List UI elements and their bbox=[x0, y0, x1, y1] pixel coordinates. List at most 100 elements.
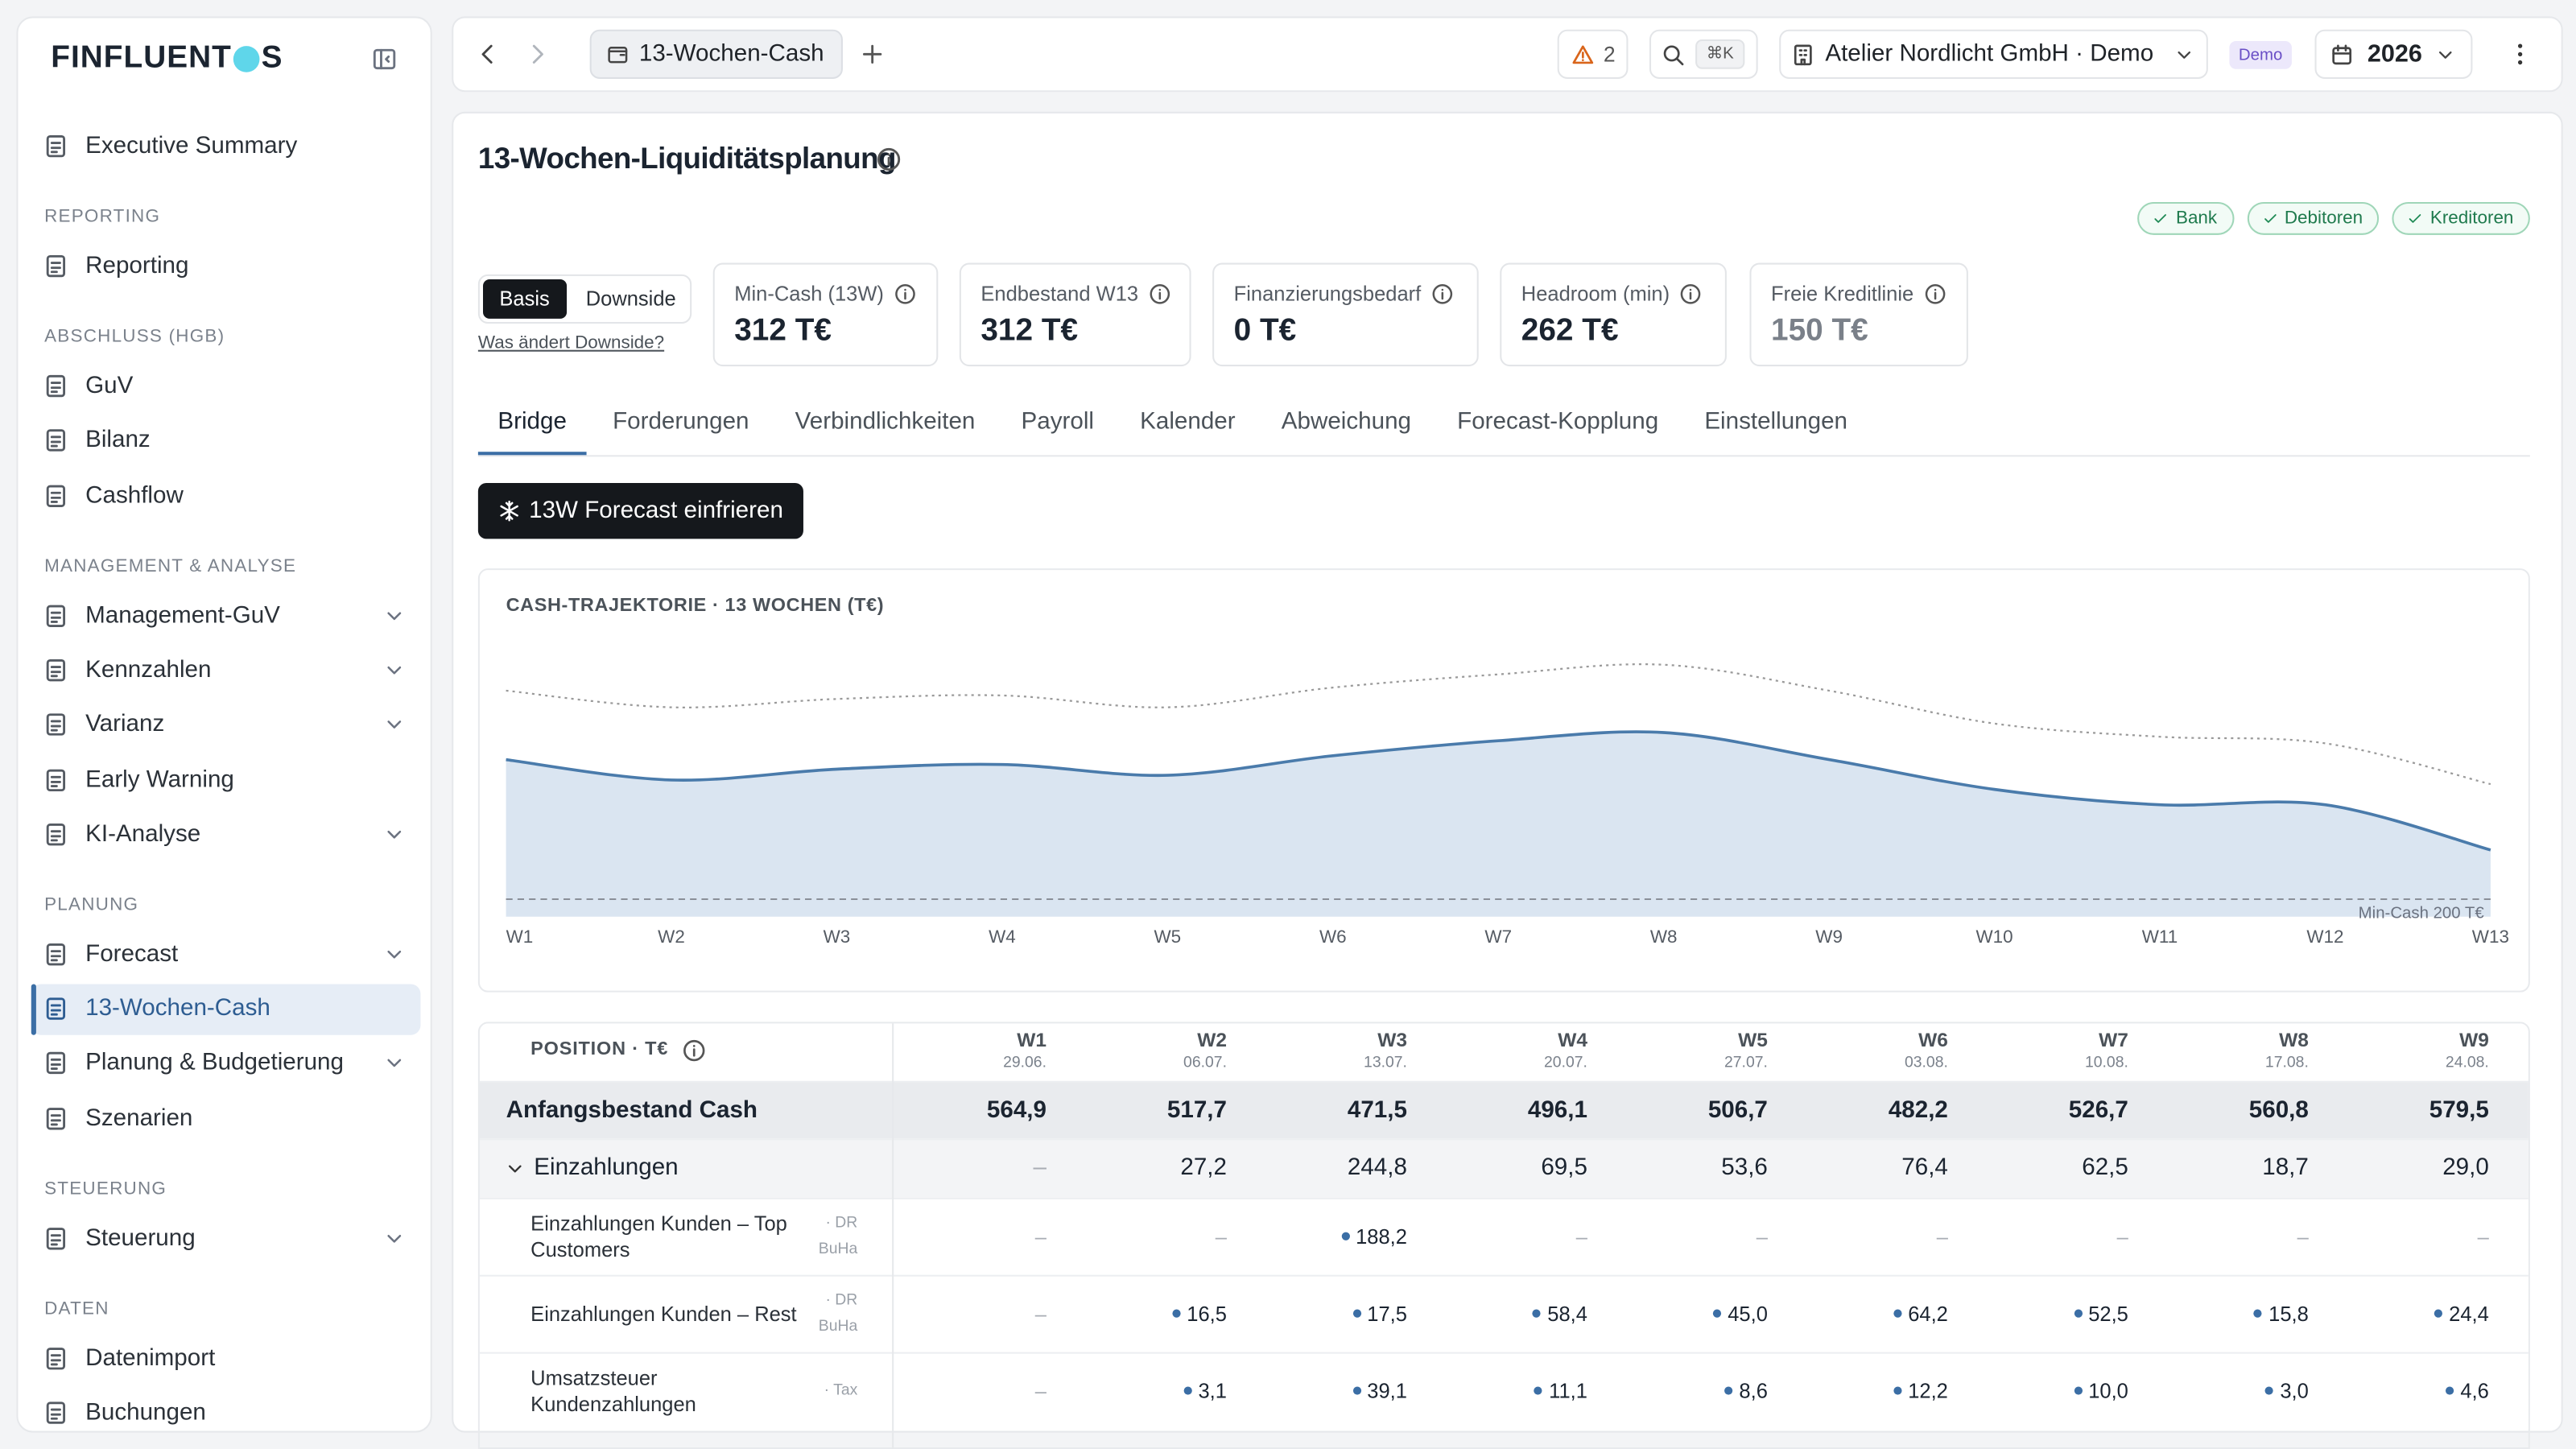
nav-item[interactable]: Cashflow bbox=[85, 482, 184, 509]
tabs-rule bbox=[477, 455, 2530, 457]
plot: Min-Cash 200 T€ W1 W2 W3 W4 W5 W6 W7 W8 W9 W10 W11 W… bbox=[506, 663, 2509, 947]
table-cell: – bbox=[1216, 1224, 1227, 1248]
row-source: · Tax bbox=[824, 1381, 858, 1399]
nav-item[interactable]: Executive Summary bbox=[85, 133, 298, 159]
table-cell: 64,2 bbox=[1893, 1302, 1948, 1325]
x-tick-label: W6 bbox=[1319, 927, 1347, 947]
nav-item[interactable]: Buchungen bbox=[85, 1399, 206, 1426]
tab-chip[interactable] bbox=[589, 29, 843, 79]
cell-value: 3,0 bbox=[2280, 1379, 2309, 1402]
cell-value: 496,1 bbox=[1527, 1096, 1587, 1123]
nav-item[interactable]: Early Warning bbox=[85, 766, 234, 793]
icon-part bbox=[877, 147, 901, 171]
company-name[interactable]: Atelier Nordlicht GmbH · Demo bbox=[1825, 41, 2154, 68]
icon-part bbox=[50, 774, 61, 786]
value-dot bbox=[1352, 1309, 1361, 1318]
icon-part bbox=[50, 1113, 61, 1125]
forward-button bbox=[532, 44, 543, 64]
nav-item[interactable]: Szenarien bbox=[85, 1104, 193, 1132]
tab[interactable]: Forderungen bbox=[613, 409, 749, 436]
cell-value: 27,2 bbox=[1180, 1154, 1227, 1182]
scenario-option[interactable]: Downside bbox=[585, 287, 676, 311]
cell-value: – bbox=[2297, 1224, 2309, 1248]
nav-section-title: STEUERUNG bbox=[44, 1179, 167, 1199]
nav-icon bbox=[46, 1402, 66, 1424]
nav-item[interactable]: Bilanz bbox=[85, 427, 151, 454]
scenario-toggle bbox=[477, 274, 692, 324]
kpi-label-row: Finanzierungsbedarf bbox=[1234, 283, 1454, 306]
nav-chevron bbox=[387, 1234, 402, 1242]
freeze-label[interactable]: 13W Forecast einfrieren bbox=[529, 497, 783, 525]
tab[interactable]: Einstellungen bbox=[1704, 409, 1848, 436]
cell-value: 471,5 bbox=[1347, 1096, 1407, 1123]
tab-label[interactable]: 13-Wochen-Cash bbox=[638, 41, 824, 68]
kpi-info bbox=[895, 283, 915, 304]
scenario-link[interactable]: Was ändert Downside? bbox=[477, 333, 665, 353]
area bbox=[506, 732, 2491, 917]
icon-part bbox=[2332, 46, 2352, 64]
tab[interactable]: Kalender bbox=[1140, 409, 1236, 436]
icon-part bbox=[46, 713, 66, 737]
icon-part bbox=[1925, 283, 1946, 304]
value-dot bbox=[1534, 1386, 1543, 1395]
nav-item[interactable]: Kennzahlen bbox=[85, 657, 212, 683]
cell-value: 15,8 bbox=[2268, 1302, 2309, 1325]
search-icon bbox=[1663, 44, 1684, 65]
page-title: 13-Wochen-Liquiditätsplanung bbox=[477, 142, 897, 175]
tab[interactable]: Abweichung bbox=[1281, 409, 1411, 436]
nav-item[interactable]: 13-Wochen-Cash bbox=[85, 995, 270, 1022]
nav-icon bbox=[46, 823, 66, 845]
icon-part bbox=[50, 829, 61, 841]
x-tick-label: W11 bbox=[2142, 927, 2178, 947]
nav-item[interactable]: Management-GuV bbox=[85, 602, 280, 629]
logo: FINFLUENT S bbox=[51, 41, 283, 77]
table-cell: 58,4 bbox=[1532, 1302, 1587, 1325]
row-label: Umsatzsteuer Kundenzahlungen bbox=[530, 1365, 696, 1416]
value-dot bbox=[1171, 1309, 1181, 1318]
column-date: 13.07. bbox=[1364, 1054, 1407, 1072]
freeze-button[interactable] bbox=[477, 483, 803, 539]
tab[interactable]: Forecast-Kopplung bbox=[1457, 409, 1659, 436]
alerts-button[interactable] bbox=[1557, 29, 1629, 79]
cell-value: 188,2 bbox=[1356, 1224, 1407, 1248]
column-week: W9 bbox=[2459, 1028, 2489, 1052]
year-select[interactable] bbox=[2314, 29, 2473, 79]
column-date: 06.07. bbox=[1183, 1054, 1227, 1072]
logo-text: S bbox=[261, 41, 283, 76]
x-tick-label: W13 bbox=[2472, 927, 2509, 947]
icon-part bbox=[608, 50, 628, 56]
tab[interactable]: Payroll bbox=[1021, 409, 1095, 436]
nav-item[interactable]: Reporting bbox=[85, 253, 189, 279]
nav-item[interactable]: Varianz bbox=[85, 712, 165, 738]
cell-value: – bbox=[1936, 1224, 1948, 1248]
company-icon bbox=[1794, 43, 1812, 65]
company-select[interactable] bbox=[1779, 29, 2208, 79]
cell-value: 564,9 bbox=[986, 1096, 1046, 1123]
nav-item[interactable]: KI-Analyse bbox=[85, 820, 201, 848]
nav-item[interactable]: Forecast bbox=[85, 940, 179, 968]
icon-part bbox=[50, 262, 61, 274]
kpi-label: Min-Cash (13W) bbox=[734, 283, 884, 306]
nav-item[interactable]: Datenimport bbox=[85, 1344, 216, 1372]
table-cell: – bbox=[1035, 1224, 1046, 1248]
scenario-option[interactable]: Basis bbox=[483, 279, 567, 319]
kpi-value: 150 T€ bbox=[1771, 313, 1868, 349]
row-label[interactable]: Einzahlungen bbox=[534, 1154, 679, 1182]
tab[interactable]: Verbindlichkeiten bbox=[795, 409, 976, 436]
table-row bbox=[479, 1080, 2529, 1139]
search-button[interactable] bbox=[1649, 29, 1758, 79]
kpi-label-row: Min-Cash (13W) bbox=[734, 283, 917, 306]
nav-item[interactable]: Planung & Budgetierung bbox=[85, 1050, 344, 1077]
tab[interactable]: Bridge bbox=[477, 399, 587, 456]
table-cell: 579,5 bbox=[2429, 1096, 2489, 1123]
alerts-count: 2 bbox=[1603, 42, 1616, 67]
value-dot bbox=[1724, 1386, 1733, 1395]
cell-value: 24,4 bbox=[2449, 1302, 2489, 1325]
year[interactable]: 2026 bbox=[2367, 40, 2422, 68]
column-date: 27.07. bbox=[1724, 1054, 1768, 1072]
source-badge: Kreditoren bbox=[2392, 202, 2530, 235]
nav-item[interactable]: GuV bbox=[85, 373, 134, 399]
icon-part bbox=[2332, 43, 2352, 54]
nav-item[interactable]: Steuerung bbox=[85, 1224, 196, 1252]
icon-part bbox=[46, 1052, 66, 1075]
